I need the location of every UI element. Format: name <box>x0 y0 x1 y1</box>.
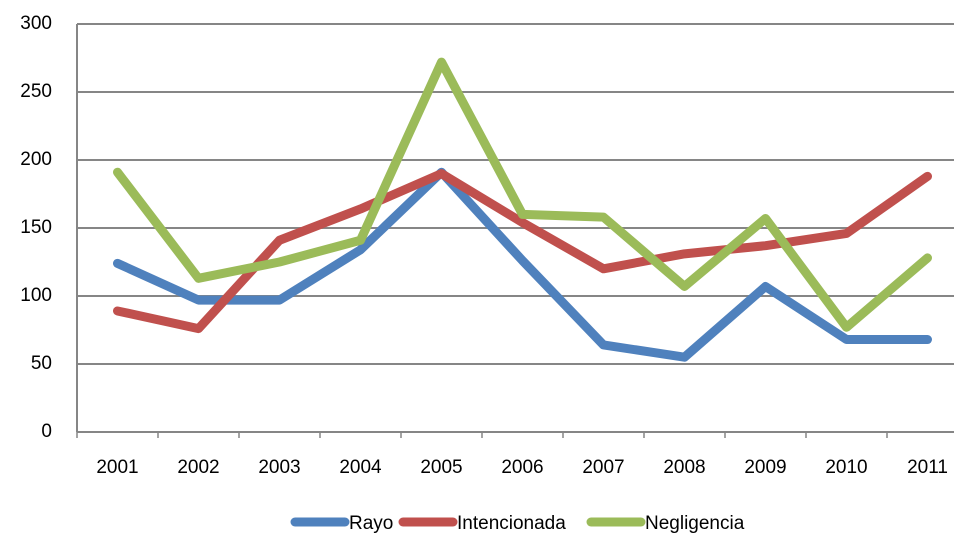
x-tick-label: 2010 <box>825 457 867 478</box>
legend-label: Intencionada <box>457 513 566 534</box>
x-tick-label: 2006 <box>501 457 543 478</box>
x-tick-label: 2001 <box>96 457 138 478</box>
x-tick-label: 2008 <box>663 457 705 478</box>
x-tick-label: 2009 <box>744 457 786 478</box>
legend-label: Rayo <box>349 513 393 534</box>
x-tick-label: 2005 <box>420 457 462 478</box>
y-tick-label: 300 <box>20 13 52 34</box>
legend-label: Negligencia <box>645 513 745 534</box>
x-tick-label: 2004 <box>339 457 382 478</box>
line-series <box>113 169 932 334</box>
y-tick-label: 150 <box>20 217 52 238</box>
y-tick-label: 200 <box>20 149 52 170</box>
y-tick-label: 0 <box>41 421 52 442</box>
y-tick-label: 250 <box>20 81 52 102</box>
x-tick-label: 2011 <box>907 457 948 478</box>
line-series <box>113 57 932 332</box>
x-tick-label: 2007 <box>582 457 624 478</box>
x-tick-label: 2002 <box>177 457 219 478</box>
x-tick-label: 2003 <box>258 457 300 478</box>
y-tick-label: 100 <box>20 285 52 306</box>
y-tick-label: 50 <box>31 353 52 374</box>
line-series <box>113 167 932 362</box>
